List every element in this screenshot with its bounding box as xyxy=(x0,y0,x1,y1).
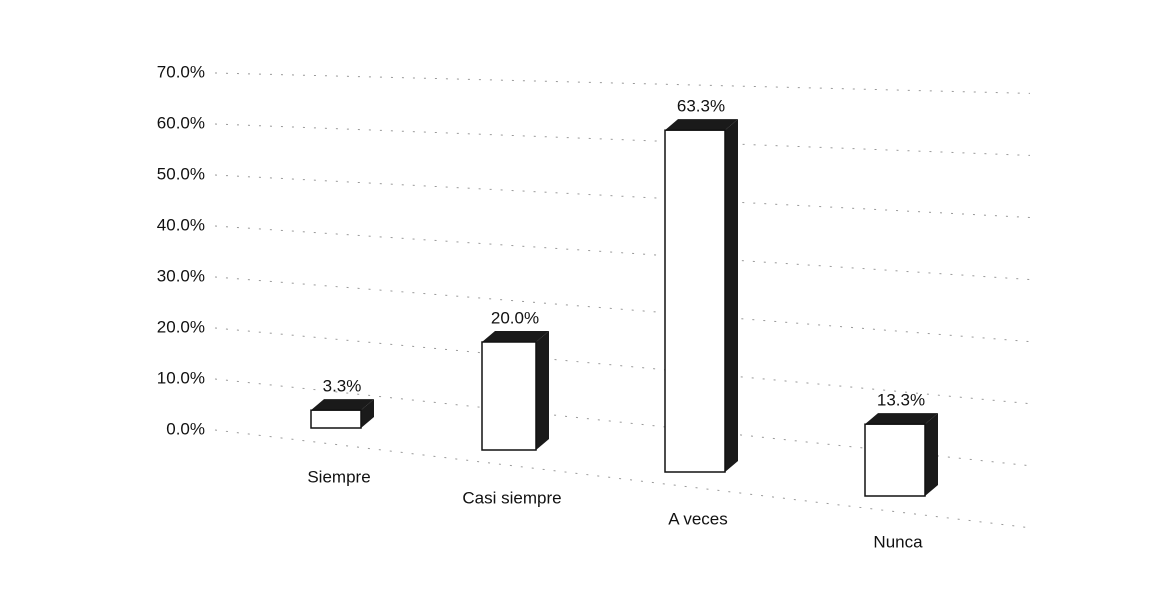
grid-line xyxy=(214,276,1031,343)
value-label: 63.3% xyxy=(677,97,725,116)
bar-side xyxy=(925,413,938,496)
bar-top xyxy=(482,331,549,342)
value-label: 20.0% xyxy=(491,308,539,327)
grid-line xyxy=(214,327,1031,405)
value-label: 3.3% xyxy=(323,377,362,396)
x-tick-label: Casi siempre xyxy=(462,488,561,507)
y-tick-label: 10.0% xyxy=(157,368,205,387)
bar-top xyxy=(865,413,938,425)
x-tick-label: Nunca xyxy=(873,532,923,551)
bar-side xyxy=(725,119,738,473)
y-tick-label: 70.0% xyxy=(157,62,205,81)
grid-line xyxy=(214,174,1031,218)
y-tick-label: 50.0% xyxy=(157,164,205,183)
y-tick-label: 0.0% xyxy=(166,419,205,438)
y-tick-label: 40.0% xyxy=(157,215,205,234)
bar-top xyxy=(311,399,374,411)
y-tick-label: 30.0% xyxy=(157,266,205,285)
x-tick-label: A veces xyxy=(668,509,728,528)
grid-line xyxy=(214,225,1031,281)
value-label: 13.3% xyxy=(877,391,925,410)
grid-line xyxy=(214,72,1031,94)
y-tick-label: 20.0% xyxy=(157,317,205,336)
bar xyxy=(481,341,537,451)
bar xyxy=(310,409,362,429)
bar xyxy=(664,129,726,473)
bar xyxy=(864,423,926,497)
grid-line xyxy=(214,123,1031,156)
bar-top xyxy=(665,119,738,131)
x-tick-label: Siempre xyxy=(307,467,370,486)
y-tick-label: 60.0% xyxy=(157,113,205,132)
bar-side xyxy=(536,331,549,450)
bar-side xyxy=(361,399,374,428)
